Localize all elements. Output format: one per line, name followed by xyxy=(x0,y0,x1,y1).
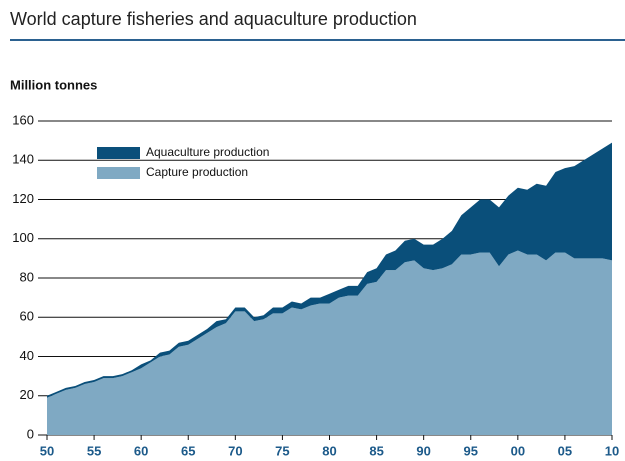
x-tick-label: 60 xyxy=(134,443,148,458)
x-tick-label: 85 xyxy=(369,443,383,458)
y-tick-label: 80 xyxy=(20,269,34,284)
x-tick-label: 55 xyxy=(87,443,101,458)
y-tick-label: 20 xyxy=(20,387,34,402)
y-tick-label: 140 xyxy=(12,152,34,167)
y-axis-label: Million tonnes xyxy=(10,77,97,92)
y-tick-label: 120 xyxy=(12,191,34,206)
x-tick-label: 65 xyxy=(181,443,195,458)
x-tick-label: 50 xyxy=(40,443,54,458)
chart-title: World capture fisheries and aquaculture … xyxy=(10,9,417,29)
y-tick-label: 100 xyxy=(12,230,34,245)
y-tick-label: 40 xyxy=(20,348,34,363)
legend-swatch xyxy=(97,147,140,159)
x-tick-label: 75 xyxy=(275,443,289,458)
area xyxy=(47,250,612,435)
x-tick-label: 90 xyxy=(416,443,430,458)
legend-label: Aquaculture production xyxy=(146,145,269,159)
x-tick-label: 95 xyxy=(464,443,478,458)
x-tick-label: 00 xyxy=(511,443,525,458)
y-tick-label: 160 xyxy=(12,112,34,127)
legend-swatch xyxy=(97,167,140,179)
x-tick-label: 70 xyxy=(228,443,242,458)
y-tick-label: 0 xyxy=(27,426,34,441)
x-tick-label: 10 xyxy=(605,443,619,458)
x-tick-label: 05 xyxy=(558,443,572,458)
legend-label: Capture production xyxy=(146,165,248,179)
y-tick-label: 60 xyxy=(20,309,34,324)
x-tick-label: 80 xyxy=(322,443,336,458)
